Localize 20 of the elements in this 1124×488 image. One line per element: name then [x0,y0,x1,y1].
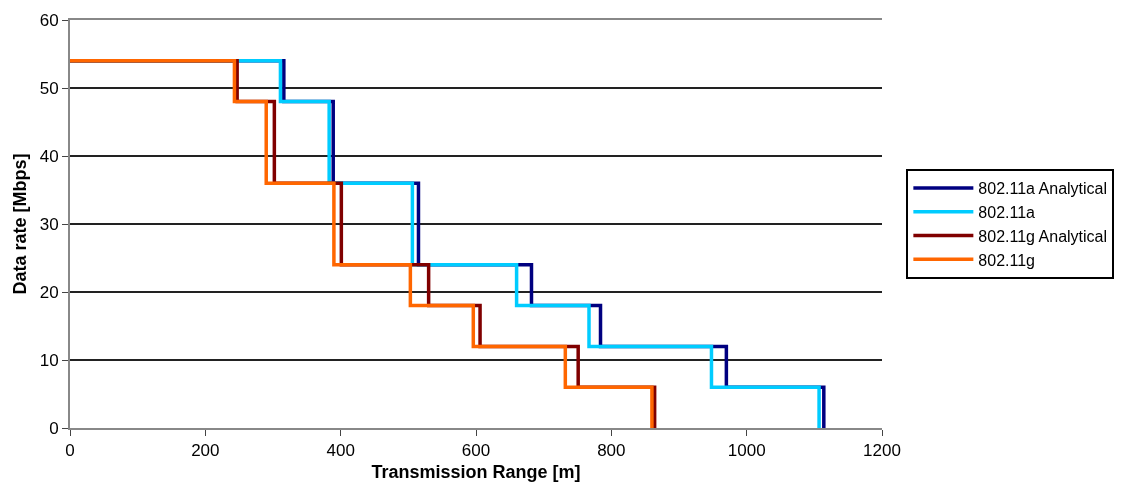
x-tick-label: 1000 [727,441,766,461]
y-tick-label: 20 [39,282,59,302]
x-tick-label: 1200 [863,441,901,461]
legend-label: 802.11g Analytical [978,227,1108,245]
y-tick-label: 0 [49,418,59,438]
x-tick-label: 200 [191,441,220,461]
y-axis-title: Data rate [Mbps] [10,153,31,295]
x-tick-label: 600 [461,441,491,461]
x-axis-title: Transmission Range [m] [371,462,581,482]
x-tick-label: 0 [65,441,75,461]
y-tick-label: 40 [39,146,59,166]
y-tick-label: 60 [39,10,59,30]
y-tick-label: 10 [39,350,59,370]
legend-label: 802.11a Analytical [978,180,1108,198]
legend-label: 802.11g [978,251,1036,269]
y-tick-label: 50 [39,78,59,98]
legend-label: 802.11a [978,203,1036,221]
y-tick-label: 30 [39,214,59,234]
x-tick-label: 400 [326,441,355,461]
x-tick-label: 800 [597,441,626,461]
